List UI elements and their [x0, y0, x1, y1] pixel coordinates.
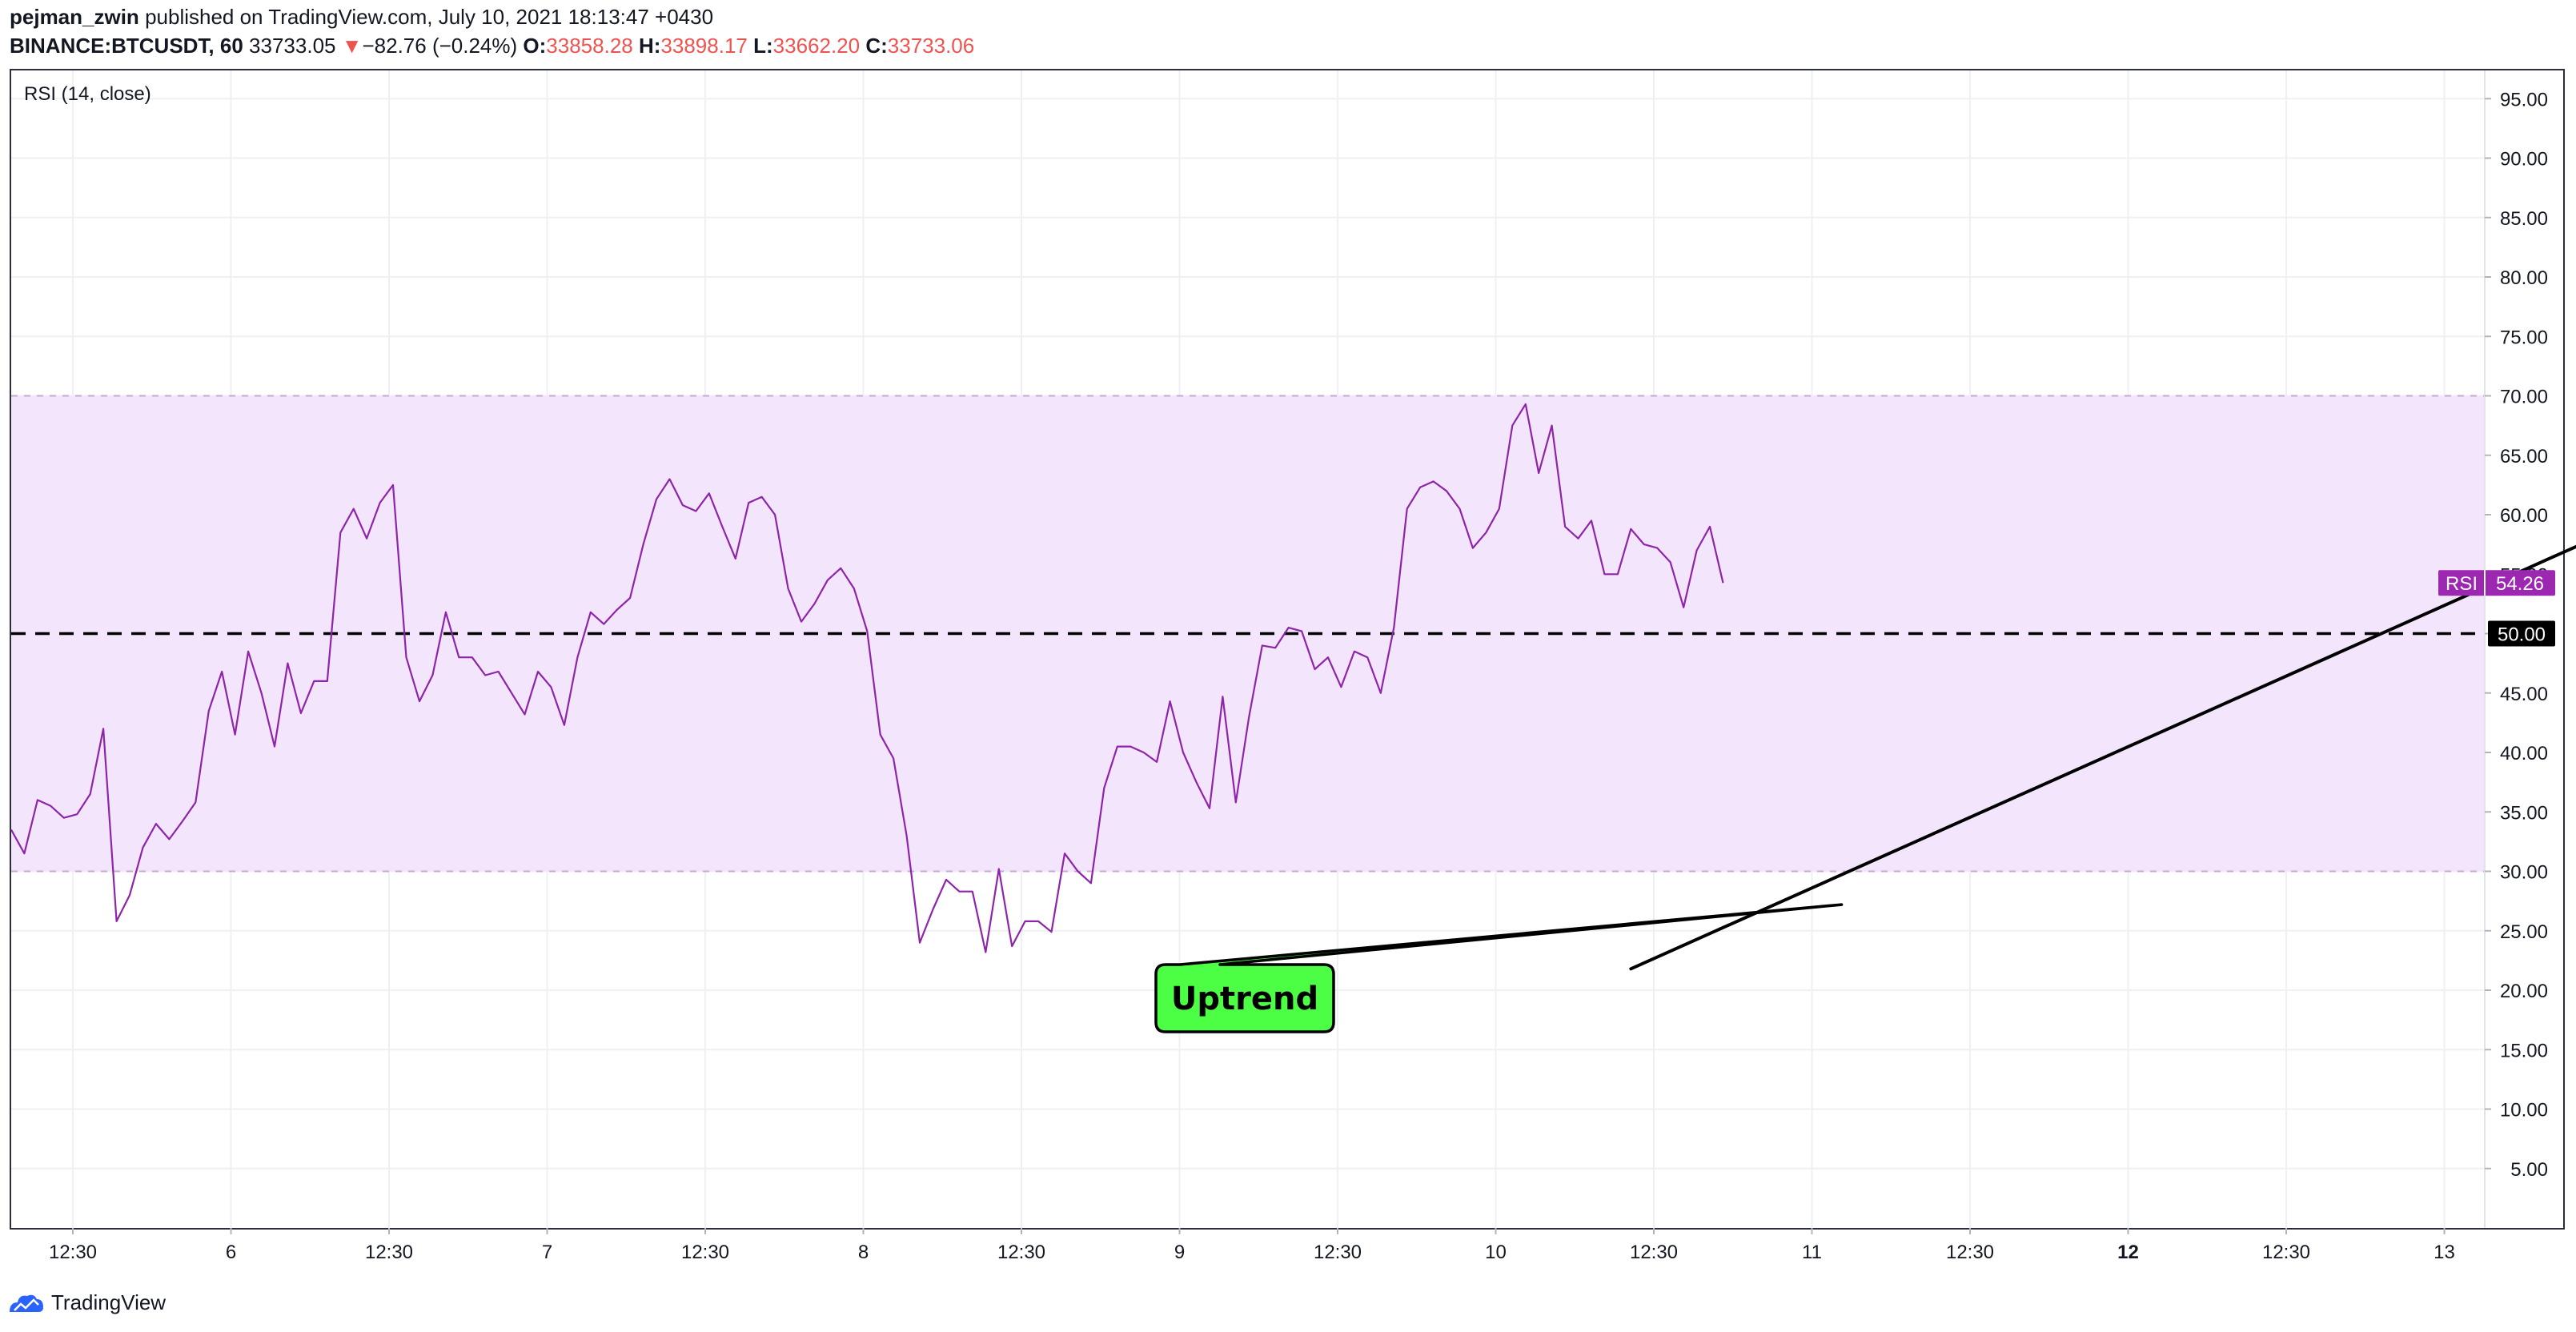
open-label: O: [523, 34, 547, 58]
low-label: L: [753, 34, 773, 58]
close-value: 33733.06 [887, 34, 975, 58]
rsi-value-badge[interactable] [2438, 570, 2555, 596]
x-tick-label: 12:30 [2262, 1242, 2310, 1263]
indicator-label[interactable]: RSI (14, close) [24, 83, 151, 105]
y-tick-label: 10.00 [2500, 1100, 2548, 1121]
x-tick-label: 12:30 [49, 1242, 97, 1263]
y-tick-label: 45.00 [2500, 684, 2548, 705]
x-tick-label: 10 [1485, 1242, 1507, 1263]
y-tick-label: 75.00 [2500, 327, 2548, 348]
high-label: H: [638, 34, 661, 58]
callout-label: Uptrend [1171, 981, 1318, 1017]
x-tick-label: 7 [542, 1242, 552, 1263]
y-tick-label: 70.00 [2500, 387, 2548, 408]
y-tick-label: 20.00 [2500, 981, 2548, 1002]
trendline-group[interactable] [1629, 404, 2576, 971]
low-value: 33662.20 [772, 34, 861, 58]
y-tick-label: 30.00 [2500, 862, 2548, 884]
symbol-name: BINANCE:BTCUSDT, 60 [10, 34, 243, 58]
y-tick-label: 90.00 [2500, 149, 2548, 171]
x-tick-label: 12:30 [365, 1242, 413, 1263]
y-tick-label: 85.00 [2500, 208, 2548, 230]
midline-badge-value: 50.00 [2498, 624, 2546, 646]
chart-frame [10, 69, 2565, 1230]
change-down-icon: ▼ [341, 34, 363, 58]
last-price: 33733.05 [249, 34, 336, 58]
x-tick-label: 12:30 [1630, 1242, 1678, 1263]
x-tick-label: 11 [1802, 1242, 1822, 1263]
callout-group[interactable]: Uptrend [1154, 903, 1844, 1033]
symbol-info: BINANCE:BTCUSDT, 60 33733.05 ▼−82.76 (−0… [10, 34, 974, 58]
y-tick-label: 40.00 [2500, 743, 2548, 764]
trendline[interactable] [1629, 404, 2576, 971]
x-tick-label: 13 [2434, 1242, 2455, 1263]
rsi-series[interactable] [10, 403, 1724, 953]
rsi-badge-name: RSI [2446, 573, 2478, 595]
x-tick-label: 6 [226, 1242, 236, 1263]
x-tick-label: 12:30 [997, 1242, 1045, 1263]
x-tick-label: 9 [1174, 1242, 1185, 1263]
midline-value-badge[interactable] [2488, 620, 2555, 647]
y-axis[interactable]: 5.00 10.00 15.00 20.00 25.00 30.00 35.00 40.00 4… [2438, 70, 2555, 1228]
x-axis[interactable]: 12:30 6 12:30 7 12:30 8 12:30 9 12:30 10 12:30 11 12… [49, 1228, 2455, 1263]
x-tick-label: 12 [2117, 1242, 2139, 1263]
high-value: 33898.17 [660, 34, 748, 58]
y-tick-label: 65.00 [2500, 446, 2548, 467]
price-change: −82.76 (−0.24%) [362, 34, 518, 58]
x-tick-label: 12:30 [1946, 1242, 1994, 1263]
footer: TradingView [8, 1290, 166, 1315]
rsi-line[interactable] [10, 403, 1724, 953]
published-text: published on TradingView.com, July 10, 2… [145, 5, 714, 29]
publish-info: pejman_zwin published on TradingView.com… [10, 5, 713, 30]
y-tick-label: 60.00 [2500, 505, 2548, 527]
y-tick-label: 80.00 [2500, 267, 2548, 289]
y-tick-label: 15.00 [2500, 1040, 2548, 1061]
tradingview-logo-icon [10, 1294, 43, 1312]
y-tick-label: 95.00 [2500, 89, 2548, 110]
callout-box[interactable] [1154, 903, 1844, 1033]
close-label: C: [865, 34, 888, 58]
y-tick-label: 25.00 [2500, 921, 2548, 943]
open-value: 33858.28 [546, 34, 633, 58]
x-tick-label: 12:30 [681, 1242, 729, 1263]
y-tick-label: 5.00 [2510, 1159, 2548, 1181]
author-name[interactable]: pejman_zwin [10, 5, 139, 29]
x-tick-label: 12:30 [1314, 1242, 1362, 1263]
y-tick-label: 35.00 [2500, 802, 2548, 824]
rsi-badge-value: 54.26 [2496, 573, 2544, 595]
footer-brand[interactable]: TradingView [51, 1290, 167, 1314]
x-tick-label: 8 [858, 1242, 869, 1263]
